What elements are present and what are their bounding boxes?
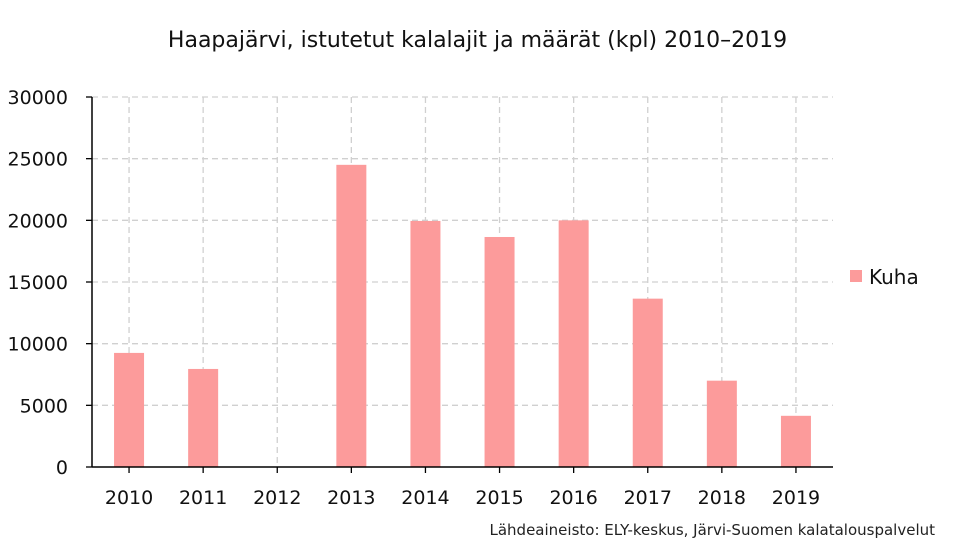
legend: Kuha <box>850 265 919 289</box>
bar-2014 <box>410 220 441 467</box>
bar-2010 <box>114 352 145 467</box>
x-tick-label: 2018 <box>698 487 746 509</box>
y-tick-label: 20000 <box>8 210 68 232</box>
x-tick-labels: 2010 2011 2012 2013 2014 2015 2016 2017 2018 2019 <box>105 467 820 509</box>
bar-2019 <box>780 415 811 467</box>
bar-2017 <box>632 298 663 467</box>
x-tick-label: 2012 <box>253 487 301 509</box>
x-tick-label: 2019 <box>772 487 820 509</box>
x-tick-label: 2011 <box>179 487 227 509</box>
x-tick-label: 2014 <box>401 487 449 509</box>
x-tick-label: 2015 <box>475 487 523 509</box>
y-tick-label: 0 <box>56 457 68 479</box>
chart-title: Haapajärvi, istutetut kalalajit ja määrä… <box>167 28 788 53</box>
bar-2011 <box>188 368 219 467</box>
y-tick-label: 10000 <box>8 334 68 356</box>
bar-2013 <box>336 164 367 468</box>
legend-swatch-kuha <box>850 270 862 282</box>
x-tick-label: 2010 <box>105 487 153 509</box>
bar-2018 <box>706 380 737 467</box>
y-tick-label: 25000 <box>8 149 68 171</box>
x-tick-label: 2017 <box>624 487 672 509</box>
source-note: Lähdeaineisto: ELY-keskus, Järvi-Suomen … <box>489 521 936 539</box>
x-tick-label: 2016 <box>549 487 597 509</box>
y-tick-labels: 0 5000 10000 15000 20000 25000 30000 <box>8 87 92 479</box>
y-tick-label: 5000 <box>20 395 68 417</box>
bars <box>114 164 811 468</box>
y-tick-label: 15000 <box>8 272 68 294</box>
bar-2016 <box>558 220 589 467</box>
bar-2015 <box>484 236 515 467</box>
y-tick-label: 30000 <box>8 87 68 109</box>
legend-label-kuha: Kuha <box>869 265 919 289</box>
x-tick-label: 2013 <box>327 487 375 509</box>
